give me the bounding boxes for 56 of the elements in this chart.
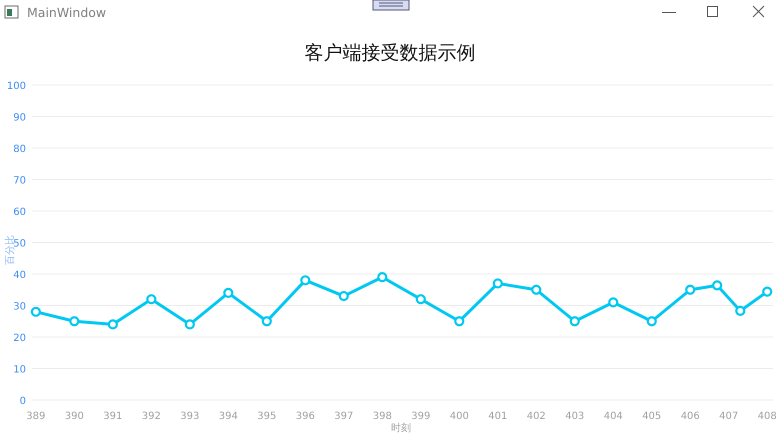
x-tick-label: 403 xyxy=(565,411,584,422)
point xyxy=(570,316,580,326)
x-tick-label: 399 xyxy=(411,411,430,422)
x-tick-label: 394 xyxy=(218,411,238,422)
x-tick-label: 401 xyxy=(488,411,508,422)
x-tick-label: 396 xyxy=(296,411,315,422)
point xyxy=(608,297,618,308)
x-tick-label: 397 xyxy=(334,411,354,422)
y-tick-label: 90 xyxy=(13,112,26,124)
y-tick-label: 20 xyxy=(13,333,26,344)
x-tick-label: 400 xyxy=(450,411,469,422)
y-tick-label: 40 xyxy=(13,270,26,281)
x-tick-label: 406 xyxy=(680,411,700,422)
x-tick-label: 393 xyxy=(180,411,200,422)
point xyxy=(454,316,464,326)
y-tick-label: 80 xyxy=(13,144,26,155)
point xyxy=(685,284,696,295)
x-tick-label: 404 xyxy=(604,411,623,422)
x-tick-label: 392 xyxy=(142,411,161,422)
y-tick-label: 100 xyxy=(6,81,26,92)
y-tick-label: 70 xyxy=(13,176,26,186)
point xyxy=(223,288,234,298)
x-tick-label: 405 xyxy=(642,411,662,422)
x-tick-label: 391 xyxy=(103,411,122,422)
point xyxy=(531,284,542,295)
point xyxy=(646,316,657,326)
x-tick-label: 407 xyxy=(719,411,738,422)
y-tick-label: 30 xyxy=(13,302,26,312)
x-axis-title: 时刻 xyxy=(391,422,411,434)
point xyxy=(416,294,426,304)
x-tick-label: 389 xyxy=(26,411,46,422)
x-tick-label: 408 xyxy=(758,411,777,422)
point xyxy=(69,316,80,326)
point xyxy=(146,294,156,304)
y-tick-label: 50 xyxy=(13,238,26,250)
point xyxy=(492,278,503,289)
point xyxy=(338,290,349,302)
point xyxy=(762,286,772,297)
point xyxy=(262,316,272,326)
y-tick-label: 0 xyxy=(20,396,26,407)
chart-title: 客户端接受数据示例 xyxy=(304,42,476,64)
text: MainWindow xyxy=(27,5,106,20)
y-axis-title: 百分比 xyxy=(4,235,16,265)
point xyxy=(735,306,746,316)
x-tick-label: 402 xyxy=(526,411,546,422)
point xyxy=(30,306,41,317)
point xyxy=(712,280,722,290)
point xyxy=(184,319,195,330)
point xyxy=(377,272,388,282)
point xyxy=(300,275,310,286)
x-tick-label: 390 xyxy=(64,411,84,422)
x-tick-label: 395 xyxy=(257,411,276,422)
x-tick-label: 398 xyxy=(372,411,392,422)
point xyxy=(108,319,118,330)
y-tick-label: 60 xyxy=(13,207,26,218)
y-tick-label: 10 xyxy=(13,364,26,376)
